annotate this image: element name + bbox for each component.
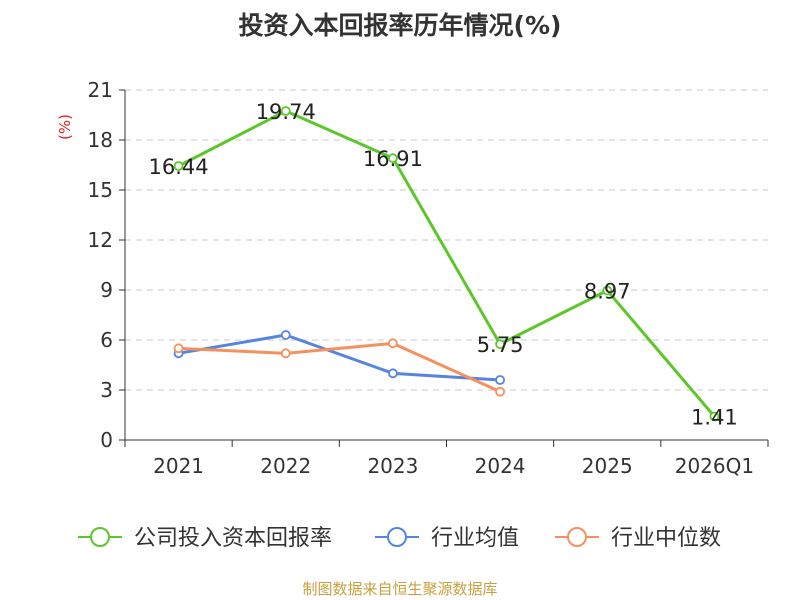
data-label: 19.74 <box>256 100 316 124</box>
data-label: 5.75 <box>477 333 524 357</box>
y-tick-label: 21 <box>88 78 113 102</box>
data-label: 1.41 <box>691 406 738 430</box>
legend-marker <box>567 527 587 547</box>
y-axis-label: (%) <box>56 114 74 140</box>
data-point <box>495 375 505 385</box>
x-tick-label: 2026Q1 <box>675 454 754 478</box>
data-point <box>173 161 184 171</box>
legend-item: 公司投入资本回报率 <box>78 526 332 551</box>
series-line <box>177 109 716 418</box>
x-tick-label: 2023 <box>367 454 418 478</box>
legend-item: 行业中位数 <box>555 526 721 551</box>
x-tick-label: 2025 <box>582 454 633 478</box>
data-source-note: 制图数据来自恒生聚源数据库 <box>302 580 498 598</box>
legend-item: 行业均值 <box>375 526 519 551</box>
legend-marker <box>90 527 110 547</box>
legend-label: 行业中位数 <box>611 526 721 551</box>
data-point <box>388 338 398 349</box>
legend-marker <box>387 527 407 547</box>
y-tick-label: 18 <box>88 128 113 152</box>
legend-label: 公司投入资本回报率 <box>134 526 332 551</box>
series-line <box>178 333 501 382</box>
x-tick-label: 2022 <box>260 454 311 478</box>
x-tick-label: 2021 <box>153 454 204 478</box>
data-point <box>495 339 505 350</box>
y-tick-label: 3 <box>100 378 113 402</box>
y-tick-label: 0 <box>100 428 113 452</box>
data-point <box>388 153 398 164</box>
data-point <box>280 348 291 359</box>
series-line <box>178 341 501 394</box>
chart-title: 投资入本回报率历年情况(%) <box>238 11 562 40</box>
data-point <box>173 343 184 354</box>
data-point <box>709 411 720 422</box>
y-tick-label: 9 <box>100 278 113 302</box>
data-point <box>495 386 505 397</box>
data-point <box>280 106 291 116</box>
data-point <box>388 368 398 379</box>
data-label: 16.44 <box>149 155 209 179</box>
x-tick-label: 2024 <box>475 454 526 478</box>
data-label: 8.97 <box>584 280 631 304</box>
y-tick-label: 15 <box>88 178 113 202</box>
data-point <box>280 330 291 340</box>
data-point <box>602 285 613 296</box>
legend-label: 行业均值 <box>431 526 519 551</box>
y-tick-label: 12 <box>88 228 113 252</box>
data-label: 16.91 <box>363 147 423 171</box>
y-tick-label: 6 <box>100 328 113 352</box>
